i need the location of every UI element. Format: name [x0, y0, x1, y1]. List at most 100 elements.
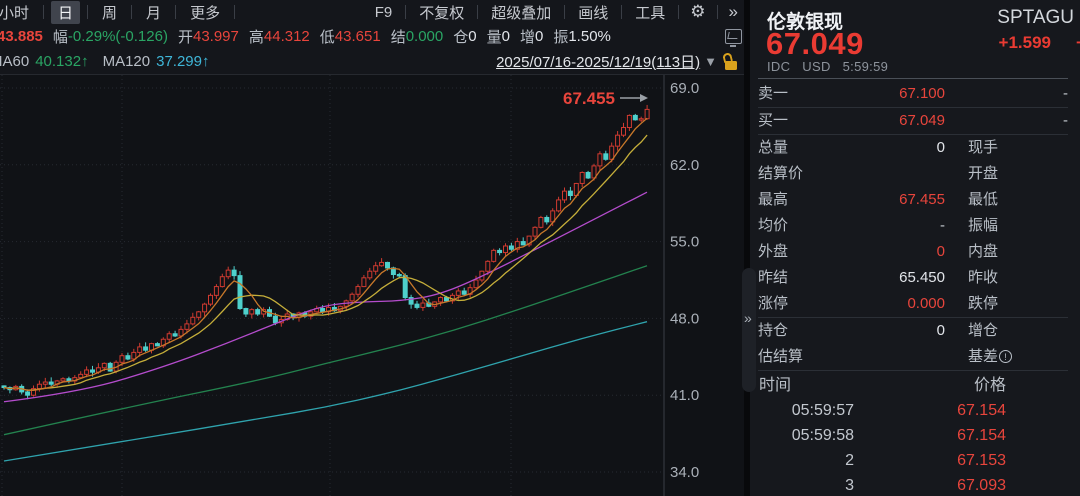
- candle-body: [107, 362, 113, 372]
- quote-value: 65.450: [899, 269, 945, 286]
- candle-body: [225, 269, 231, 278]
- quote-label-right: 增仓: [968, 322, 999, 339]
- more-chevron-icon[interactable]: »: [728, 2, 738, 21]
- candle-body: [202, 303, 208, 313]
- info-label-低: 低: [319, 29, 335, 46]
- gear-icon[interactable]: ⚙: [690, 2, 706, 21]
- ma60-line: [3, 265, 648, 436]
- candle-body: [255, 309, 261, 315]
- quote-row-卖一: 卖一 67.100 -: [758, 81, 1068, 107]
- tick-time: 05:59:57: [791, 402, 854, 419]
- candle-body: [361, 277, 367, 288]
- info-label-开: 开: [177, 29, 193, 46]
- candle-body: [514, 241, 520, 250]
- instrument-name: 伦敦银现: [767, 12, 844, 33]
- info-icon[interactable]: !: [999, 350, 1013, 363]
- chevron-down-icon[interactable]: ▼: [704, 54, 717, 69]
- info-value-量: 0: [501, 28, 510, 45]
- toolbar-separator: [405, 5, 407, 19]
- candle-body: [154, 343, 160, 347]
- quote-label: 涨停: [758, 295, 789, 312]
- candle-body: [36, 383, 42, 390]
- annotation-arrow-head: [640, 94, 648, 102]
- chart-canvas[interactable]: 69.0 62.0 55.0 48.0 41.0 34.0 67.455: [0, 75, 744, 496]
- instrument-code: SPTAGU: [997, 7, 1074, 28]
- quote-label-right: 内盘: [968, 243, 999, 260]
- tick-time: 2: [845, 452, 854, 469]
- candle-body: [367, 270, 373, 279]
- y-tick-label: 34.0: [670, 464, 699, 481]
- candle-body: [243, 308, 249, 315]
- quote-label: 均价: [758, 217, 789, 234]
- tab-日[interactable]: 日: [51, 0, 81, 24]
- action-工具[interactable]: 工具: [635, 4, 666, 22]
- panel-collapse-handle[interactable]: »: [742, 268, 756, 392]
- candle-body: [137, 346, 143, 353]
- ma5-line: [3, 117, 648, 392]
- toolbar-separator: [621, 5, 623, 19]
- candle-body: [609, 145, 615, 160]
- quote-row-均价: 均价 - 振幅: [758, 213, 1068, 239]
- pane-divider: [744, 0, 750, 496]
- toolbar-separator: [716, 5, 718, 19]
- tab-小时[interactable]: 小时: [0, 4, 30, 22]
- action-超级叠加[interactable]: 超级叠加: [491, 4, 552, 22]
- y-tick-label: 41.0: [670, 387, 699, 404]
- tab-更多[interactable]: 更多: [190, 4, 221, 22]
- price-header: 价格: [973, 377, 1006, 394]
- action-画线[interactable]: 画线: [578, 4, 609, 22]
- quote-label-right: 振幅: [968, 217, 999, 234]
- tick-row[interactable]: 05:59:58 67.154: [758, 423, 1068, 448]
- tick-row[interactable]: 05:59:57 67.154: [758, 398, 1068, 423]
- candle-body: [638, 118, 644, 121]
- ma120-line: [3, 321, 648, 462]
- candle-body: [532, 226, 538, 237]
- info-value-开: 43.997: [192, 28, 239, 45]
- date-range-selector[interactable]: 2025/07/16-2025/12/19(113日): [496, 54, 701, 71]
- candle-body: [626, 114, 632, 128]
- ma120-label: MA120: [102, 53, 151, 70]
- candle-body: [48, 381, 54, 385]
- action-不复权[interactable]: 不复权: [419, 4, 465, 22]
- action-F9[interactable]: F9: [374, 3, 393, 21]
- candle-body: [503, 245, 508, 254]
- candle-body: [125, 355, 131, 360]
- candle-body: [184, 323, 190, 330]
- candle-body: [579, 171, 585, 184]
- row-separator: [758, 317, 1068, 318]
- candle-body: [320, 308, 326, 313]
- info-label-量: 量: [486, 29, 502, 46]
- quote-value: 0: [936, 322, 945, 339]
- quote-header: 伦敦银现 SPTAGU 67.049 +1.599 +2.44% IDC USD 5…: [758, 0, 1080, 79]
- tab-月[interactable]: 月: [146, 4, 162, 22]
- tick-row[interactable]: 2 67.153: [758, 448, 1068, 473]
- tab-周[interactable]: 周: [102, 4, 118, 22]
- unlock-icon[interactable]: [722, 52, 738, 70]
- candlestick-chart[interactable]: 69.0 62.0 55.0 48.0 41.0 34.0 67.455: [0, 75, 744, 496]
- quote-value: 0: [936, 243, 945, 260]
- candle-body: [556, 199, 562, 212]
- quote-row-估结算: 估结算 基差!: [758, 344, 1068, 370]
- toolbar-separator: [87, 5, 89, 19]
- candle-body: [25, 391, 31, 396]
- quote-label: 买一: [758, 112, 789, 129]
- candle-body: [379, 261, 385, 267]
- candle-body: [196, 311, 202, 318]
- monitor-badge-icon[interactable]: [725, 29, 742, 47]
- tick-header-row: 时间 价格: [758, 373, 1068, 398]
- candle-body: [355, 286, 361, 295]
- info-value-振: 1.50%: [568, 28, 611, 45]
- tick-row[interactable]: 3 67.093: [758, 473, 1068, 496]
- last-price-value: 43.885: [0, 28, 43, 45]
- tick-time: 3: [845, 477, 854, 494]
- quote-label-right: 昨收: [968, 269, 999, 286]
- info-value-仓: 0: [468, 28, 477, 45]
- tick-time: 05:59:58: [791, 427, 854, 444]
- y-tick-label: 62.0: [670, 157, 699, 174]
- quote-label-right: 跌停: [968, 295, 999, 312]
- candle-body: [385, 261, 390, 269]
- quote-label: 外盘: [758, 243, 789, 260]
- quote-label: 估结算: [758, 348, 804, 365]
- ma120-value: 37.299↑: [156, 53, 210, 70]
